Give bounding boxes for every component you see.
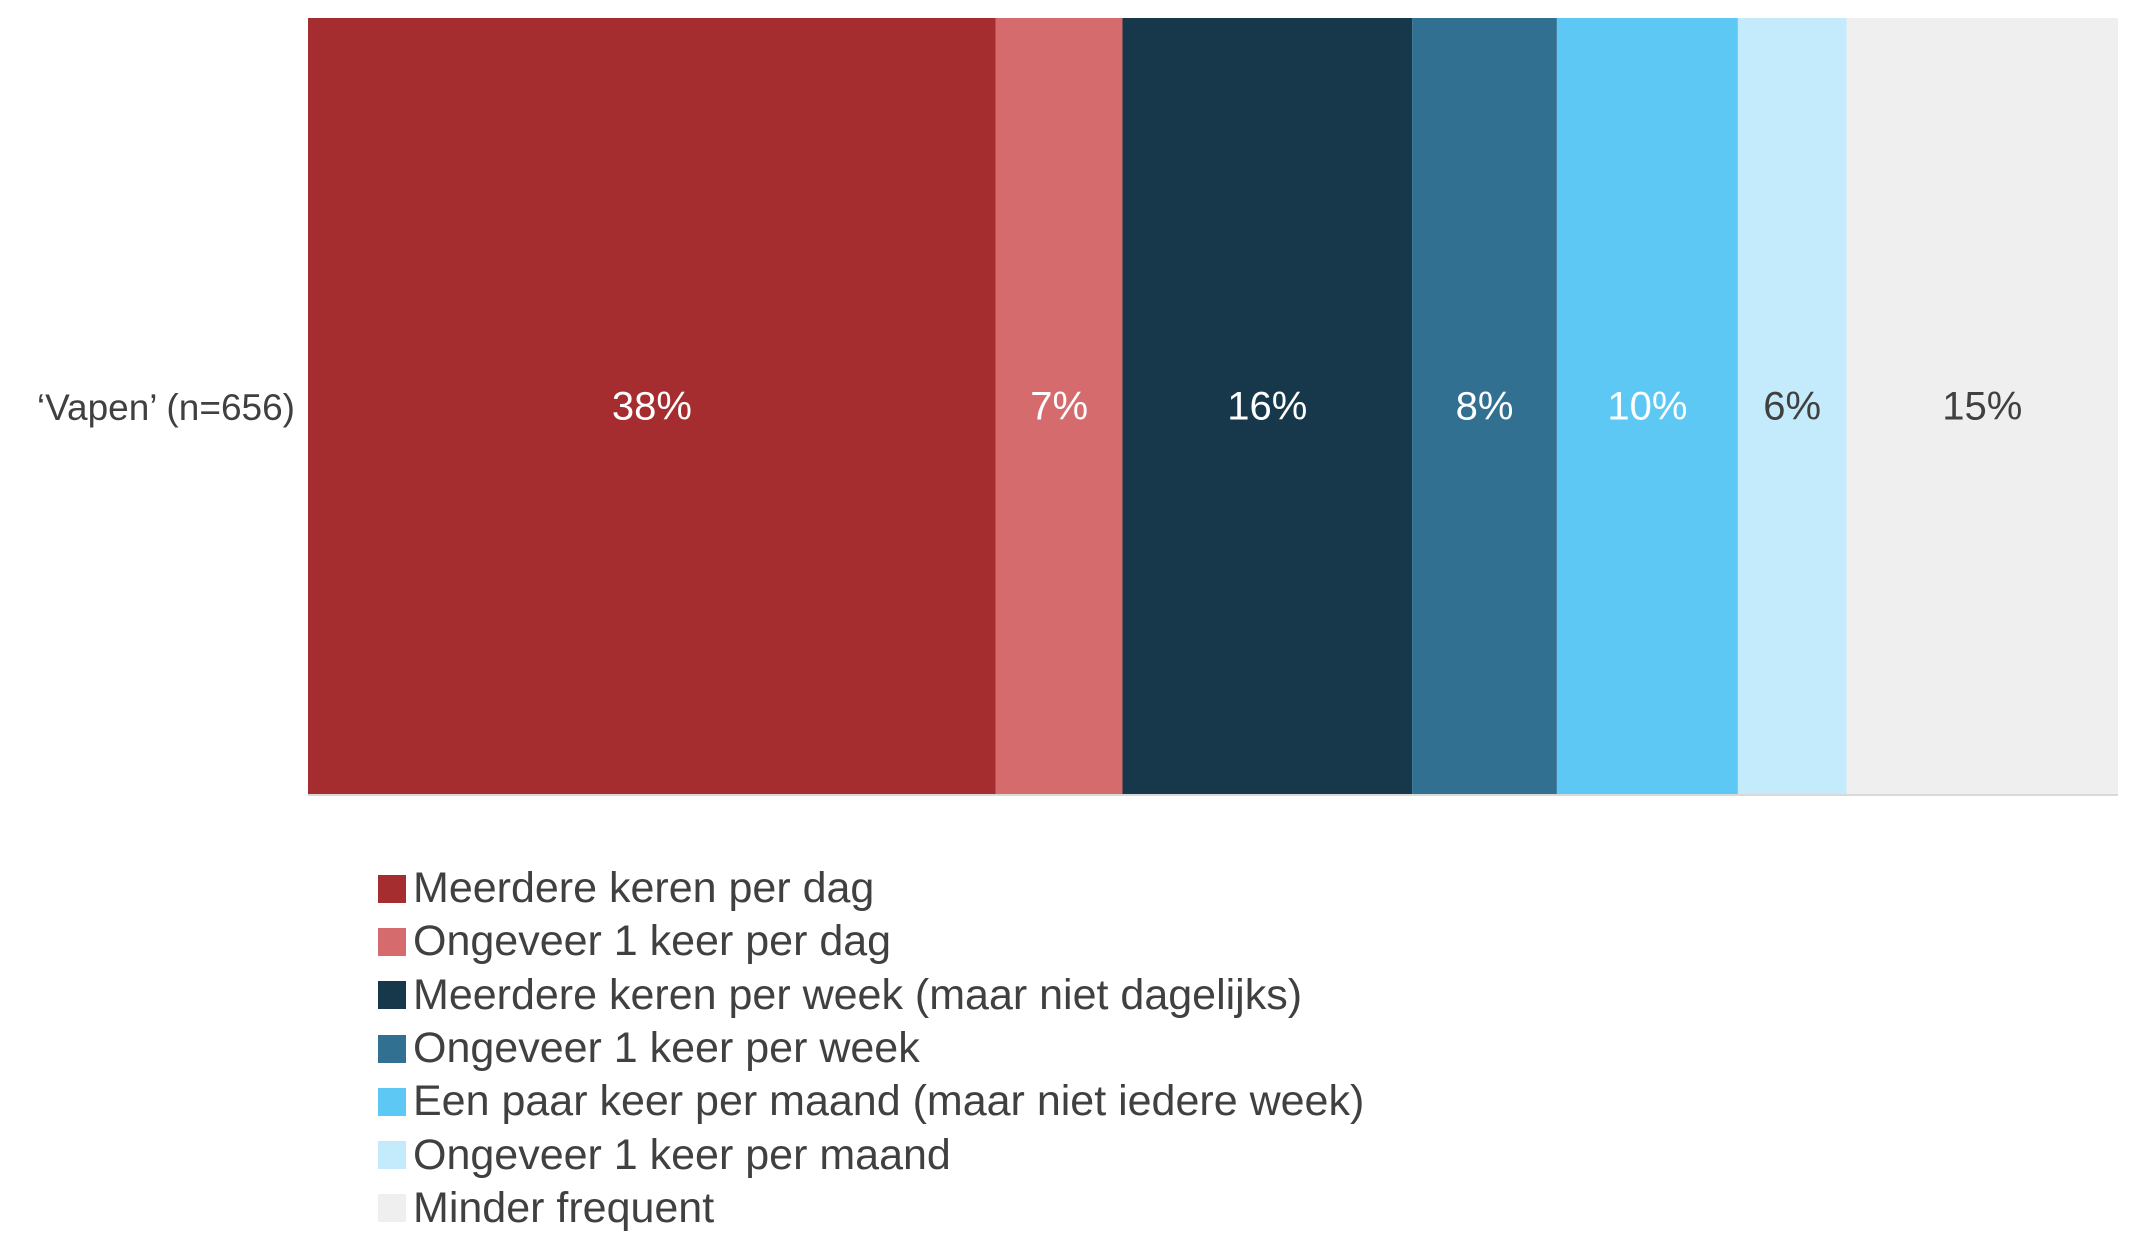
legend-label: Ongeveer 1 keer per dag bbox=[413, 917, 892, 966]
data-label: 7% bbox=[1030, 385, 1088, 429]
bar-segment bbox=[1556, 18, 1738, 795]
legend-item: Minder frequent bbox=[378, 1182, 1978, 1235]
legend-swatch bbox=[378, 1087, 406, 1116]
legend-swatch bbox=[378, 1194, 406, 1223]
data-label: 16% bbox=[1227, 385, 1307, 429]
legend-label: Meerdere keren per dag bbox=[413, 864, 875, 913]
legend-item: Ongeveer 1 keer per dag bbox=[378, 915, 1978, 968]
bar-segment bbox=[995, 18, 1123, 795]
legend-swatch bbox=[378, 1034, 406, 1063]
legend-item: Een paar keer per maand (maar niet ieder… bbox=[378, 1075, 1978, 1128]
category-label: ‘Vapen’ (n=656) bbox=[36, 387, 295, 428]
legend-label: Meerdere keren per week (maar niet dagel… bbox=[413, 970, 1303, 1019]
bar-segment bbox=[1412, 18, 1557, 795]
legend-label: Ongeveer 1 keer per maand bbox=[413, 1130, 951, 1179]
data-label: 15% bbox=[1942, 385, 2022, 429]
bar-segment bbox=[1122, 18, 1413, 795]
legend-swatch bbox=[378, 981, 406, 1010]
legend-item: Ongeveer 1 keer per week bbox=[378, 1022, 1978, 1075]
data-label: 6% bbox=[1763, 385, 1821, 429]
legend-label: Ongeveer 1 keer per week bbox=[413, 1024, 920, 1073]
data-label: 38% bbox=[612, 385, 692, 429]
legend-item: Meerdere keren per dag bbox=[378, 862, 1978, 915]
data-label: 10% bbox=[1607, 385, 1687, 429]
legend-item: Ongeveer 1 keer per maand bbox=[378, 1128, 1978, 1181]
legend-swatch bbox=[378, 927, 406, 956]
bar-segment bbox=[1846, 18, 2118, 795]
bar-segments bbox=[308, 18, 2118, 795]
stacked-bar-chart: 38% 7% 16% 8% 10% 6% 15% bbox=[308, 18, 2118, 796]
bar-segment bbox=[1737, 18, 1847, 795]
legend-swatch bbox=[378, 874, 406, 903]
legend-label: Een paar keer per maand (maar niet ieder… bbox=[413, 1077, 1365, 1126]
legend-item: Meerdere keren per week (maar niet dagel… bbox=[378, 969, 1978, 1022]
legend-label: Minder frequent bbox=[413, 1183, 715, 1232]
legend: Meerdere keren per dag Ongeveer 1 keer p… bbox=[378, 862, 1978, 1235]
data-labels: 38% 7% 16% 8% 10% 6% 15% bbox=[612, 385, 2022, 429]
bar-segment bbox=[308, 18, 996, 795]
data-label: 8% bbox=[1456, 385, 1514, 429]
legend-swatch bbox=[378, 1141, 406, 1170]
